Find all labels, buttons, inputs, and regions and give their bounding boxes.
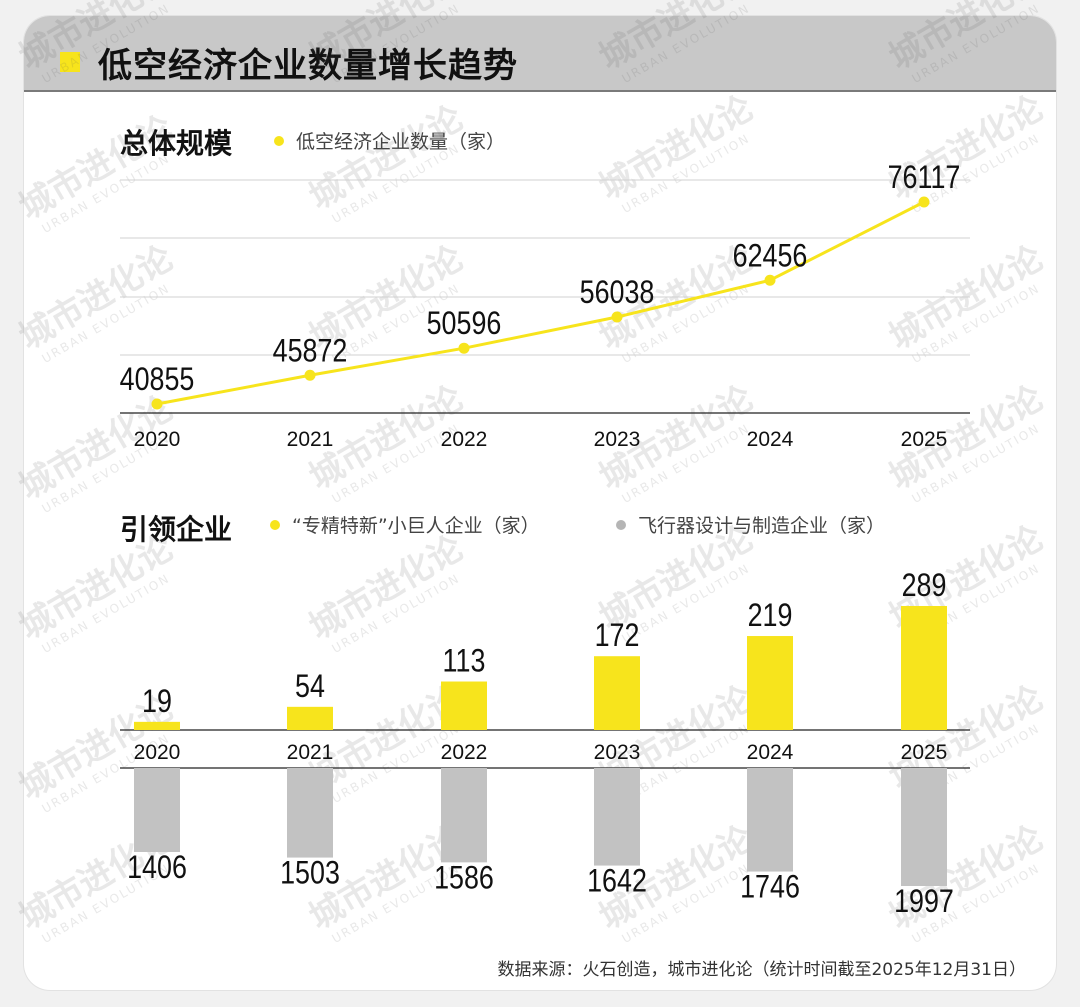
header-bar: 低空经济企业数量增长趋势 bbox=[24, 16, 1056, 92]
data-point bbox=[304, 369, 316, 381]
bar-legend-b-label: 飞行器设计与制造企业（家） bbox=[638, 515, 886, 537]
legend-dot-yellow-icon bbox=[270, 519, 280, 530]
bar-yellow-label: 289 bbox=[902, 568, 947, 604]
bar-yellow-label: 113 bbox=[443, 643, 486, 679]
data-point bbox=[611, 311, 623, 323]
bar-yellow-label: 54 bbox=[295, 669, 325, 705]
bar-yellow bbox=[287, 706, 333, 730]
bar-yellow bbox=[901, 606, 947, 730]
bar-category-label: 2025 bbox=[901, 741, 948, 764]
bar-yellow bbox=[747, 636, 793, 730]
infographic-card: 低空经济企业数量增长趋势 bbox=[24, 16, 1056, 990]
bar-gray bbox=[747, 768, 793, 872]
x-tick-label: 2024 bbox=[747, 428, 794, 451]
data-label: 56038 bbox=[580, 275, 655, 311]
bar-category-label: 2022 bbox=[441, 741, 488, 764]
bar-gray bbox=[594, 768, 640, 866]
series-line bbox=[156, 200, 925, 406]
data-label: 76117 bbox=[888, 160, 961, 196]
x-tick-label: 2022 bbox=[441, 428, 488, 451]
bar-gray-label: 1642 bbox=[587, 863, 647, 899]
line-legend: 低空经济企业数量（家） bbox=[274, 127, 505, 154]
bar-gray-label: 1997 bbox=[894, 884, 954, 920]
legend-dot-icon bbox=[274, 135, 284, 146]
bar-yellow bbox=[594, 656, 640, 730]
data-label: 62456 bbox=[733, 238, 808, 274]
section-title-overall: 总体规模 bbox=[120, 127, 233, 160]
x-tick-label: 2023 bbox=[594, 428, 641, 451]
bar-category-label: 2023 bbox=[594, 741, 641, 764]
data-point bbox=[764, 274, 776, 286]
bar-yellow-label: 219 bbox=[748, 598, 793, 634]
bar-legend-a-label: “专精特新”小巨人企业（家） bbox=[292, 515, 540, 537]
bar-category-label: 2024 bbox=[747, 741, 794, 764]
data-label: 45872 bbox=[273, 333, 348, 369]
bar-gray bbox=[134, 768, 180, 852]
bar-gray-label: 1746 bbox=[740, 869, 800, 905]
bar-yellow-label: 19 bbox=[142, 684, 172, 720]
bar-category-label: 2020 bbox=[134, 741, 181, 764]
legend-dot-gray-icon bbox=[616, 519, 626, 530]
data-label: 40855 bbox=[120, 362, 195, 398]
bar-gray-label: 1406 bbox=[127, 850, 187, 886]
data-point bbox=[151, 398, 163, 410]
bar-yellow-label: 172 bbox=[595, 618, 640, 654]
x-tick-label: 2021 bbox=[287, 428, 334, 451]
data-label: 50596 bbox=[427, 306, 502, 342]
section-title-leading: 引领企业 bbox=[120, 513, 233, 546]
source-note: 数据来源：火石创造，城市进化论（统计时间截至2025年12月31日） bbox=[497, 960, 1026, 980]
bar-gray bbox=[287, 768, 333, 858]
line-legend-label: 低空经济企业数量（家） bbox=[296, 131, 506, 153]
title-square-icon bbox=[60, 52, 80, 72]
page-title: 低空经济企业数量增长趋势 bbox=[98, 46, 518, 86]
bar-legend-b: 飞行器设计与制造企业（家） bbox=[616, 511, 885, 538]
data-point bbox=[458, 342, 470, 354]
bar-gray bbox=[441, 768, 487, 863]
bar-yellow bbox=[134, 721, 180, 730]
data-point bbox=[918, 196, 930, 208]
bar-legend-a: “专精特新”小巨人企业（家） bbox=[270, 511, 540, 538]
bar-gray-label: 1586 bbox=[434, 860, 494, 896]
bar-gray bbox=[901, 768, 947, 886]
bar-yellow bbox=[441, 681, 487, 730]
x-tick-label: 2020 bbox=[134, 428, 181, 451]
bar-category-label: 2021 bbox=[287, 741, 334, 764]
bar-gray-label: 1503 bbox=[280, 855, 340, 891]
x-tick-label: 2025 bbox=[901, 428, 948, 451]
